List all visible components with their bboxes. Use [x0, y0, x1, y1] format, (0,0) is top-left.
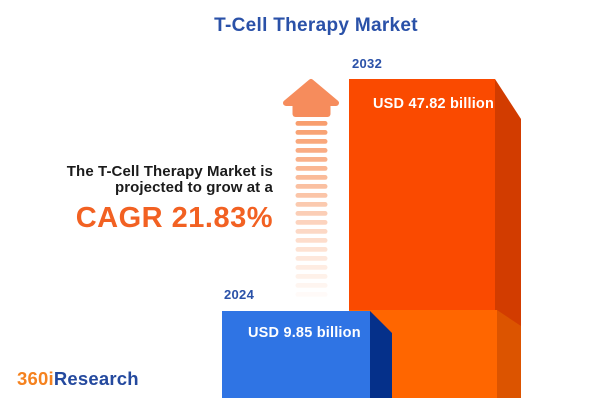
arrow-neck	[292, 102, 331, 117]
arrow-stripe	[295, 247, 328, 252]
arrow-stripe	[295, 121, 328, 126]
arrow-stripe	[295, 274, 328, 279]
arrow-stripe	[295, 202, 328, 207]
arrow-stripe	[295, 157, 328, 162]
arrow-stripe	[295, 283, 328, 288]
arrow-stripe	[295, 139, 328, 144]
arrow-stripe	[295, 238, 328, 243]
arrow-stripe	[295, 220, 328, 225]
bar-2024-side	[370, 311, 392, 398]
tagline-line2: projected to grow at a	[114, 178, 273, 196]
logo-part-360i: 360i	[17, 368, 54, 389]
arrow-stripe	[295, 256, 328, 261]
base-block-side	[497, 310, 521, 398]
year-label-2032: 2032	[352, 56, 383, 71]
tagline-block: The T-Cell Therapy Market is projected t…	[67, 164, 273, 235]
year-label-2024: 2024	[224, 287, 255, 302]
arrow-stripe	[295, 265, 328, 270]
arrow-stripe	[295, 229, 328, 234]
value-label-2032: USD 47.82 billion	[373, 96, 495, 112]
arrow-stripe	[295, 130, 328, 135]
arrow-stripe	[295, 193, 328, 198]
arrow-fade-stripes	[295, 121, 328, 297]
company-logo: 360iResearch	[17, 368, 139, 390]
tagline-line1: The T-Cell Therapy Market is	[66, 163, 273, 180]
arrow-stripe	[295, 166, 328, 171]
page-title: T-Cell Therapy Market	[214, 15, 418, 36]
bar-2024-front	[222, 311, 370, 398]
arrow-stripe	[295, 175, 328, 180]
arrow-stripe	[295, 292, 328, 297]
arrow-stripe	[295, 148, 328, 153]
cagr-value: CAGR 21.83%	[75, 202, 273, 234]
arrow-stripe	[295, 184, 328, 189]
value-label-2024: USD 9.85 billion	[248, 325, 361, 341]
arrow-stripe	[295, 211, 328, 216]
logo-part-research: Research	[53, 368, 139, 389]
